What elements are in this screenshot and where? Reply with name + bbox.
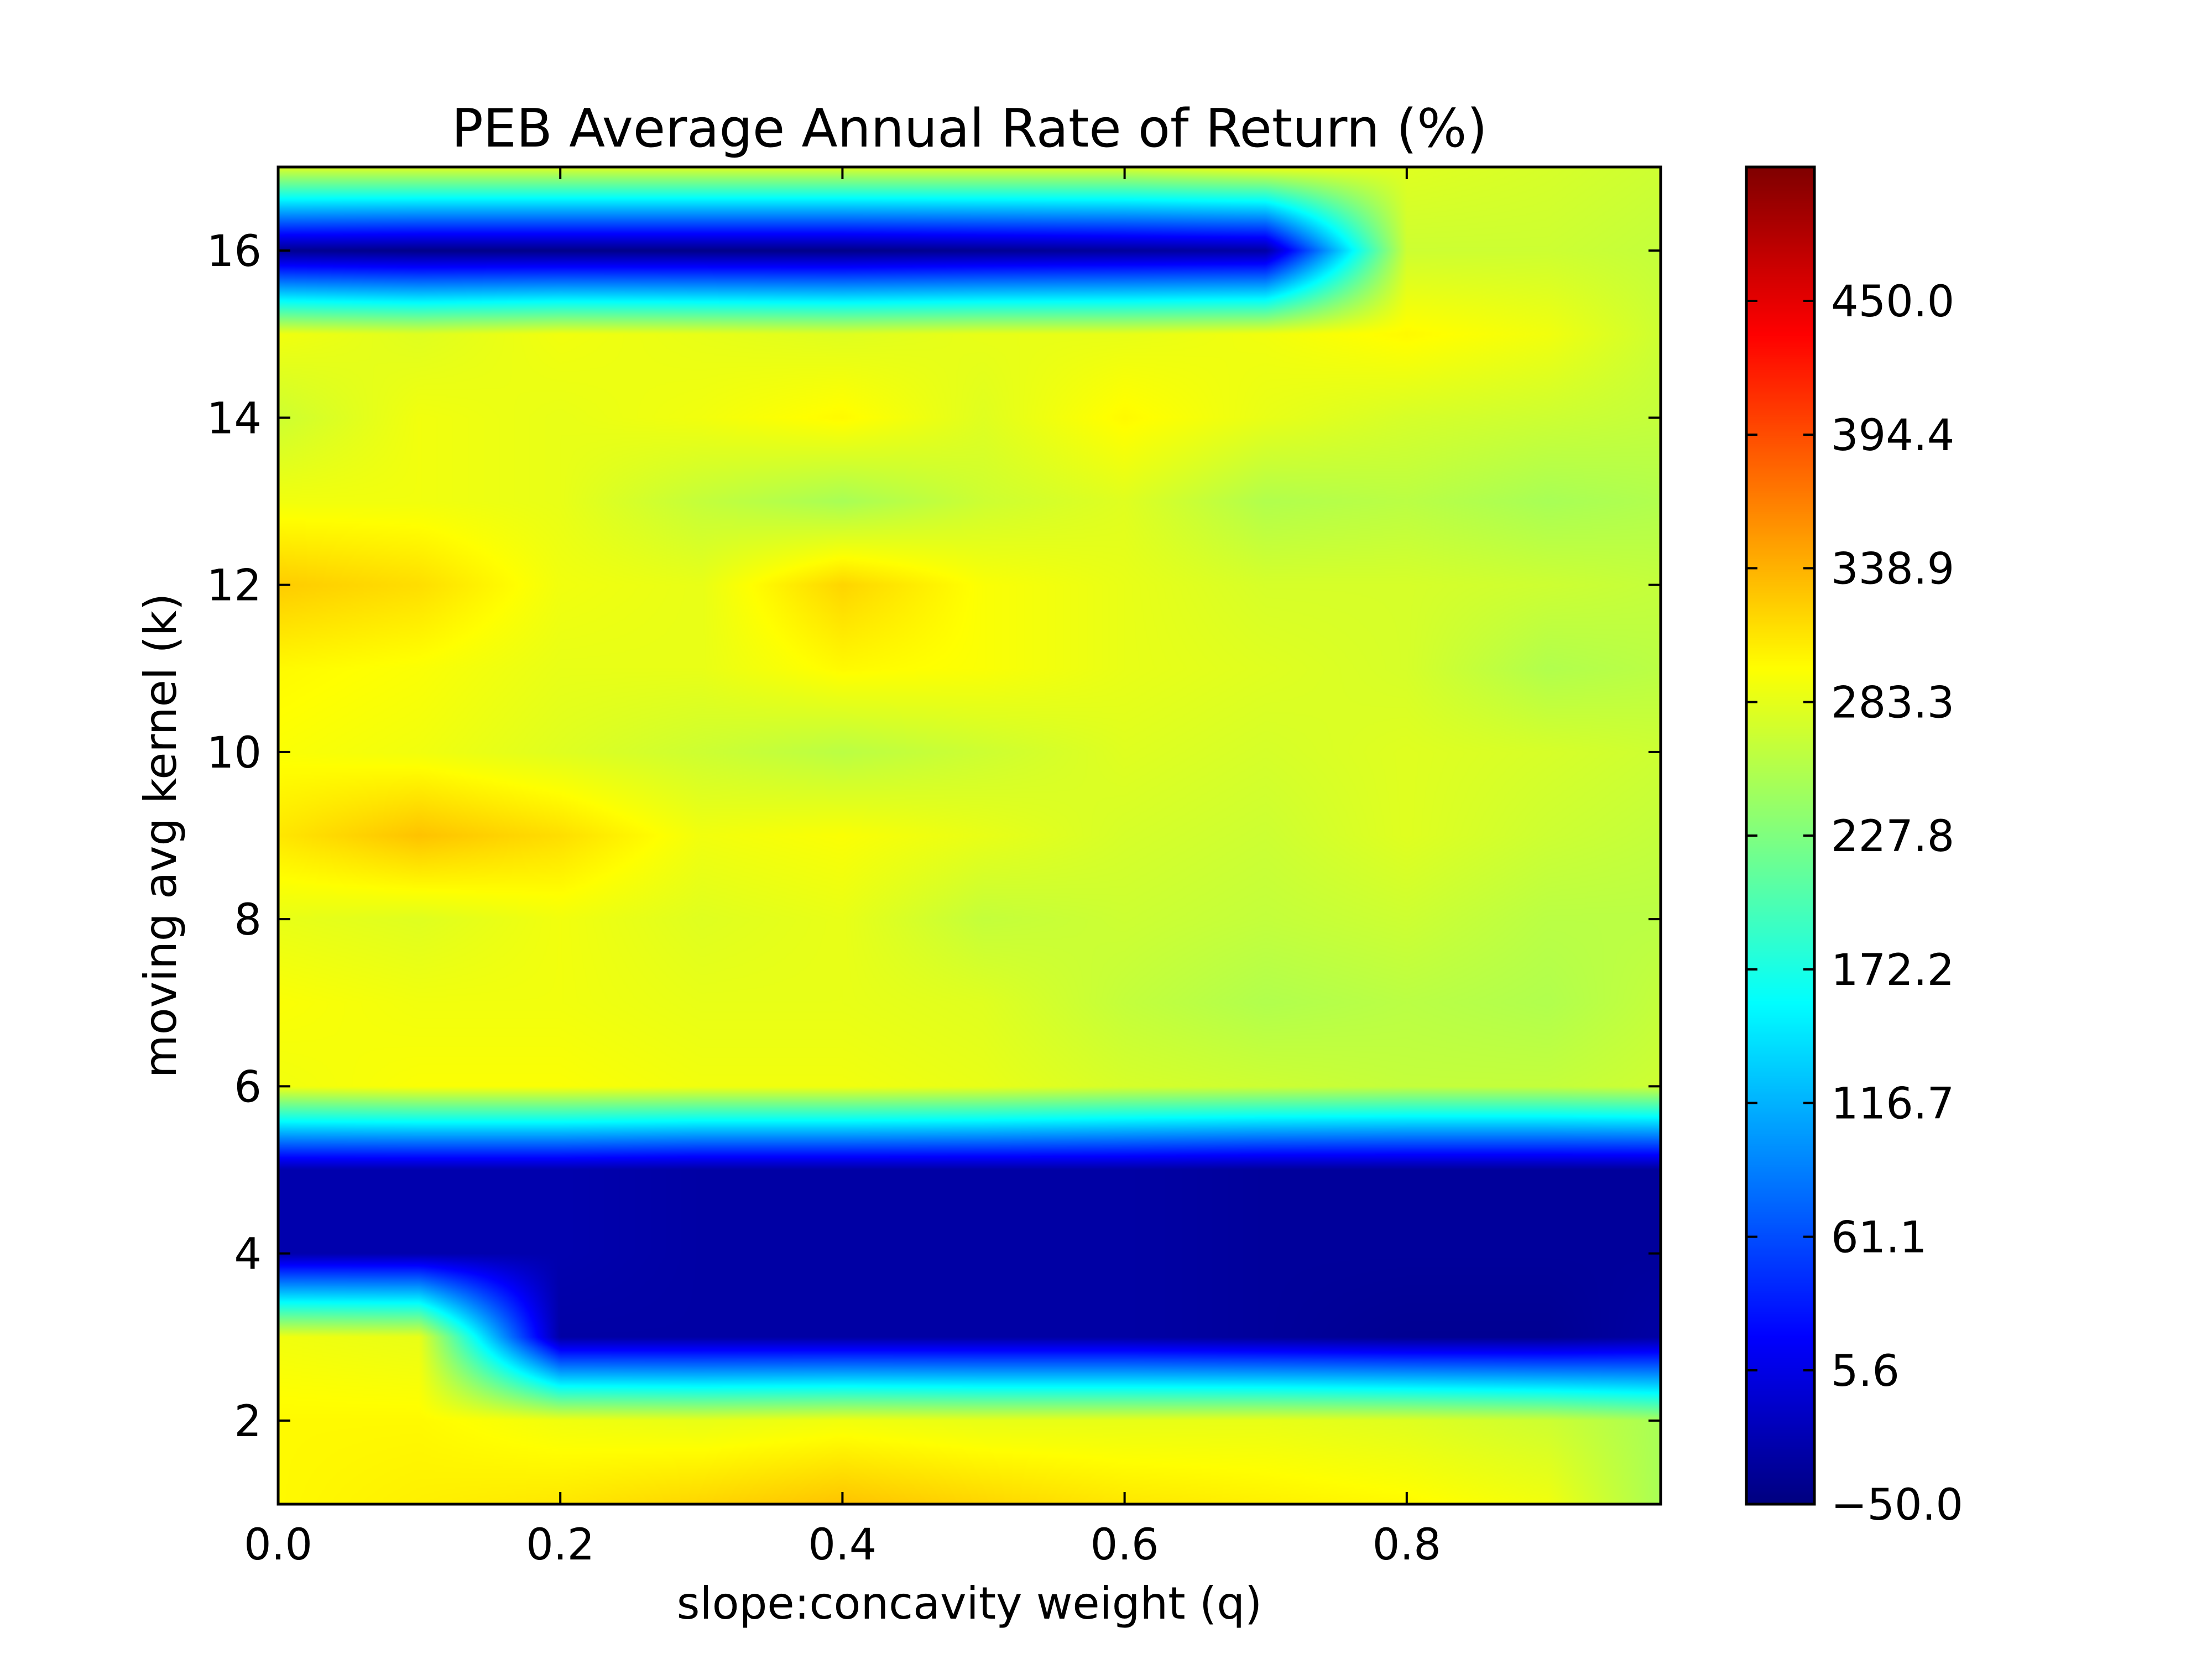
colorbar: −50.0 5.6 61.1 116.7 172.2 227.8 283.3 338.9 394… [1746, 167, 1963, 1530]
y-tick-label: 16 [207, 227, 262, 276]
colorbar-tick-label: 116.7 [1831, 1079, 1954, 1129]
y-tick-label: 12 [207, 561, 262, 611]
colorbar-tick-label: 227.8 [1831, 812, 1954, 862]
y-axis-label: moving avg kernel (k) [135, 593, 186, 1078]
y-tick-label: 2 [234, 1397, 262, 1447]
y-tick-label: 14 [207, 394, 262, 444]
x-tick-label: 0.4 [808, 1520, 877, 1570]
colorbar-tick-label: 394.4 [1831, 411, 1954, 461]
heatmap-image [278, 167, 1661, 1504]
x-tick-label: 0.0 [244, 1520, 312, 1570]
colorbar-tick-label: 283.3 [1831, 678, 1954, 728]
colorbar-tick-label: 5.6 [1831, 1347, 1900, 1396]
y-tick-label: 10 [207, 728, 262, 778]
x-tick-label: 0.6 [1091, 1520, 1159, 1570]
x-tick-label: 0.8 [1373, 1520, 1441, 1570]
colorbar-tick-label: −50.0 [1831, 1480, 1963, 1530]
colorbar-tick-label: 450.0 [1831, 277, 1954, 327]
colorbar-tick-label: 61.1 [1831, 1213, 1927, 1262]
chart-title: PEB Average Annual Rate of Return (%) [451, 98, 1487, 159]
plot-area [278, 167, 1661, 1504]
colorbar-tick-label: 172.2 [1831, 946, 1954, 995]
y-tick-label: 6 [234, 1062, 262, 1112]
x-axis-label: slope:concavity weight (q) [677, 1578, 1262, 1629]
colorbar-tick-label: 338.9 [1831, 544, 1954, 594]
y-tick-label: 4 [234, 1230, 262, 1280]
x-tick-label: 0.2 [526, 1520, 594, 1570]
y-tick-label: 8 [234, 895, 262, 945]
